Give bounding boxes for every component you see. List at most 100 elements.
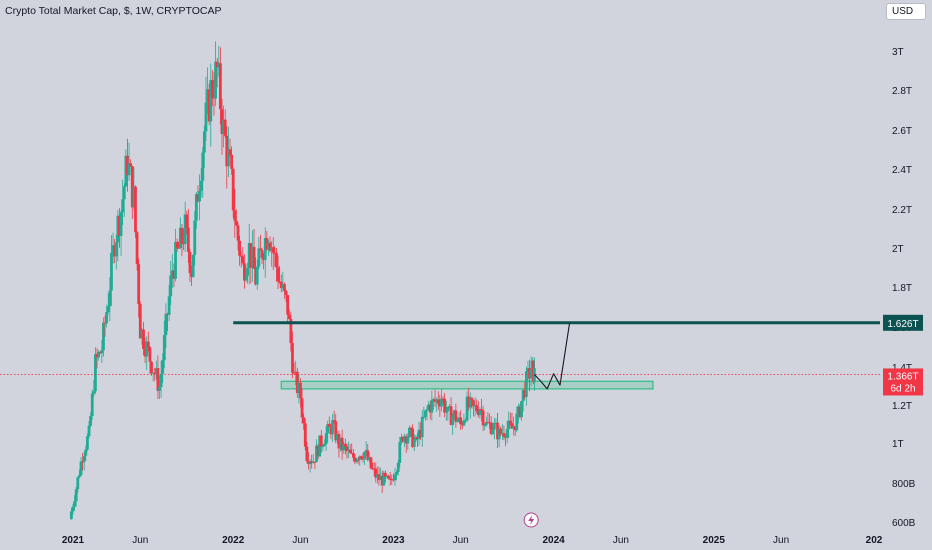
candle-body [193,220,197,255]
candle-body [124,155,128,187]
candle-body [428,404,432,413]
level-price-text: 1.626T [887,319,918,330]
candle-body [427,404,431,410]
candle-body [84,449,88,456]
candle-body [383,472,387,477]
candle-body [267,242,270,250]
candle-body [196,194,200,202]
candle-body [118,215,121,237]
x-tick-label: 2022 [222,535,245,546]
candle-body [283,284,286,291]
candle-body [377,474,381,481]
candle-body [259,248,262,251]
candle-body [287,314,291,319]
candle-body [228,149,232,155]
candle-body [492,422,496,430]
candle-body [294,371,298,373]
candle-body [408,427,411,438]
candle-body [331,420,334,435]
candle-body [409,427,413,429]
candle-body [225,135,229,167]
candles [69,41,536,520]
candle-body [366,450,370,460]
candle-body [95,354,99,358]
y-tick-label: 2.4T [892,165,912,176]
candle-body [188,251,192,273]
candle-body [119,212,123,237]
candle-body [243,263,246,281]
candle-body [319,435,323,447]
candle-body [416,436,419,440]
candle-body [238,240,242,256]
candle-body [371,468,374,470]
candle-body [231,168,235,211]
candle-body [148,347,152,362]
candle-body [502,433,506,437]
candle-body [323,444,326,447]
candle-body [170,270,174,276]
candle-body [332,420,336,422]
candle-body [387,475,390,479]
candle-body [156,368,160,391]
x-tick-label: 2025 [703,535,726,546]
candle-body [414,436,418,441]
candle-body [297,382,301,394]
x-axis: 2021 Jun 2022 Jun 2023 Jun 2024 Jun 2025 Jun 202 [62,535,883,546]
candle-body [529,369,533,379]
candle-body [499,428,503,434]
candle-body [127,163,131,176]
currency-button[interactable]: USD [886,3,926,20]
candle-body [326,423,330,434]
candle-body [169,275,173,297]
candle-body [106,306,110,312]
candle-body [180,227,184,244]
candle-body [209,79,213,122]
candle-body [300,398,304,418]
candle-body [508,420,512,424]
candle-body [417,429,421,440]
candle-body [281,284,285,289]
candle-body [132,186,136,208]
y-axis: 600B800B1T1.2T1.4T1.6T1.8T2T2.2T2.4T2.6T… [892,47,916,529]
candle-body [185,214,189,228]
candle-body [369,457,373,469]
x-tick-label: 2024 [542,535,565,546]
candle-body [140,329,144,339]
candle-body [236,225,240,241]
candle-body [488,422,491,424]
drawings[interactable] [0,321,880,528]
candle-body [321,446,325,448]
candle-body [121,199,125,213]
candle-body [268,242,272,251]
candle-body [233,210,237,221]
candle-body [473,405,477,407]
candle-body [284,290,288,296]
candle-body [167,296,171,315]
candle-body [305,446,309,462]
candle-body [518,406,522,418]
y-tick-label: 2.8T [892,86,912,97]
candle-body [361,458,365,460]
candle-body [315,445,318,463]
candle-body [446,407,450,412]
candle-body [456,420,459,422]
candle-body [177,247,181,249]
candle-body [174,241,177,279]
candle-body [289,318,293,344]
candle-body [129,163,133,167]
support-zone[interactable] [280,380,654,390]
candle-body [278,281,282,283]
support-zone-rect [280,380,654,390]
candle-body [444,411,448,413]
candle-body [146,341,150,348]
candle-body [273,252,277,254]
candle-body [513,426,517,431]
candle-body [462,420,466,426]
candle-body [372,468,376,470]
candle-body [483,425,487,427]
candle-body [190,272,193,277]
candle-body [92,391,96,394]
candle-body [388,478,392,480]
